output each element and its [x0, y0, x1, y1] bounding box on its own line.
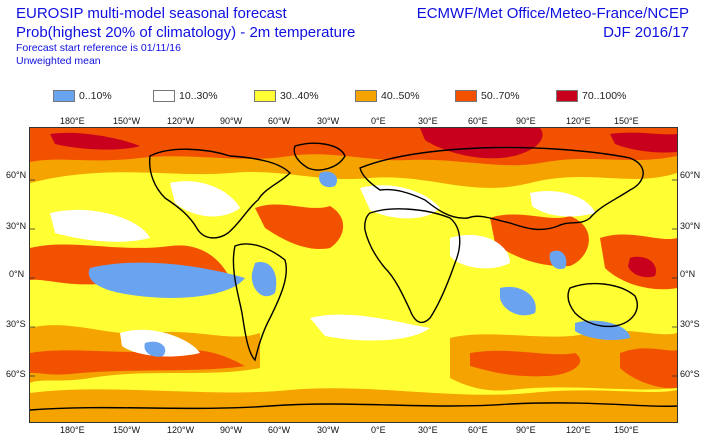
- field-area: [530, 190, 595, 217]
- lat-tick-left: 60°S: [6, 369, 26, 379]
- lon-tick-bottom: 120°E: [566, 425, 591, 435]
- legend-label: 10..30%: [179, 90, 218, 102]
- lon-tick-bottom: 150°W: [113, 425, 141, 435]
- field-area: [170, 181, 240, 217]
- field-area: [549, 250, 567, 270]
- lon-tick-top: 150°W: [113, 116, 141, 126]
- lat-tick-left: 30°N: [6, 221, 27, 231]
- coast-australia: [567, 282, 638, 328]
- field-area: [490, 214, 589, 267]
- coast-greenland: [293, 142, 346, 171]
- lon-tick-bottom: 180°E: [60, 425, 85, 435]
- coast-antarctica: [29, 402, 678, 411]
- legend-item: 0..10%: [53, 88, 112, 104]
- legend-label: 40..50%: [381, 90, 420, 102]
- weighting-note: Unweighted mean: [16, 55, 101, 67]
- legend-item: 10..30%: [153, 88, 218, 104]
- field-area: [255, 204, 344, 249]
- lon-tick-top: 60°W: [268, 116, 291, 126]
- lon-tick-bottom: 60°W: [268, 425, 291, 435]
- legend-swatch: [355, 90, 377, 102]
- lon-tick-top: 120°W: [167, 116, 195, 126]
- lon-tick-top: 120°E: [566, 116, 591, 126]
- map-svg: [29, 128, 678, 422]
- centres-label: ECMWF/Met Office/Meteo-France/NCEP: [416, 5, 689, 22]
- lon-tick-top: 60°E: [468, 116, 488, 126]
- field-area: [470, 350, 581, 377]
- legend-swatch: [556, 90, 578, 102]
- legend-swatch: [455, 90, 477, 102]
- legend-swatch: [254, 90, 276, 102]
- coast-south-america: [232, 243, 287, 362]
- field-area: [310, 314, 430, 341]
- field-area: [30, 349, 245, 375]
- lon-tick-bottom: 90°E: [516, 425, 536, 435]
- field-area: [319, 171, 338, 188]
- lon-tick-top: 30°W: [317, 116, 340, 126]
- field-area: [420, 128, 543, 159]
- lon-tick-bottom: 120°W: [167, 425, 195, 435]
- lon-tick-top: 90°W: [220, 116, 243, 126]
- legend-item: 50..70%: [455, 88, 520, 104]
- coast-north-america: [148, 148, 291, 239]
- field-area: [610, 132, 677, 153]
- legend-label: 0..10%: [79, 90, 112, 102]
- map-subtitle: Prob(highest 20% of climatology) - 2m te…: [16, 24, 356, 41]
- lon-tick-top: 0°E: [371, 116, 386, 126]
- lat-tick-right: 60°N: [680, 170, 701, 180]
- field-area: [450, 234, 510, 269]
- season-label: DJF 2016/17: [603, 24, 689, 41]
- field-area: [144, 341, 166, 357]
- legend-item: 70..100%: [556, 88, 626, 104]
- lon-tick-bottom: 0°E: [371, 425, 386, 435]
- lon-tick-bottom: 150°E: [614, 425, 639, 435]
- forecast-map[interactable]: [29, 127, 678, 423]
- field-area: [120, 329, 200, 357]
- coastlines: [29, 142, 678, 411]
- title-block: EUROSIP multi-model seasonal forecast Pr…: [16, 4, 355, 68]
- field-area: [88, 262, 245, 298]
- field-area: [50, 209, 150, 242]
- lat-tick-left: 0°N: [9, 269, 25, 279]
- field-area: [500, 286, 536, 316]
- lon-tick-bottom: 60°E: [468, 425, 488, 435]
- legend-item: 30..40%: [254, 88, 319, 104]
- lon-tick-top: 180°E: [60, 116, 85, 126]
- frame-ticks: [30, 179, 677, 377]
- legend-label: 70..100%: [582, 90, 627, 102]
- coast-africa: [364, 208, 461, 324]
- legend-swatch: [153, 90, 175, 102]
- lon-tick-bottom: 90°W: [220, 425, 243, 435]
- lon-tick-top: 30°E: [418, 116, 438, 126]
- field-area: [620, 348, 677, 389]
- field-area: [628, 256, 656, 278]
- lat-tick-right: 0°N: [680, 269, 696, 279]
- lat-tick-right: 60°S: [680, 369, 700, 379]
- legend-swatch: [53, 90, 75, 102]
- lat-tick-right: 30°S: [680, 319, 700, 329]
- field-area: [50, 132, 140, 150]
- lon-tick-top: 150°E: [614, 116, 639, 126]
- map-title: EUROSIP multi-model seasonal forecast: [16, 5, 287, 22]
- field-area: [30, 388, 677, 422]
- coast-eurasia: [359, 146, 644, 231]
- legend-item: 40..50%: [355, 88, 420, 104]
- lat-tick-left: 60°N: [6, 170, 27, 180]
- lat-tick-left: 30°S: [6, 319, 26, 329]
- lon-tick-top: 90°E: [516, 116, 536, 126]
- legend-label: 30..40%: [280, 90, 319, 102]
- lon-tick-bottom: 30°E: [418, 425, 438, 435]
- legend-label: 50..70%: [481, 90, 520, 102]
- start-reference: Forecast start reference is 01/11/16: [16, 42, 181, 54]
- legend: 0..10% 10..30% 30..40% 40..50% 50..70% 7…: [0, 88, 705, 104]
- field-area: [251, 262, 277, 297]
- lon-tick-bottom: 30°W: [317, 425, 340, 435]
- title-right-block: ECMWF/Met Office/Meteo-France/NCEP DJF 2…: [417, 4, 689, 42]
- lat-tick-right: 30°N: [680, 221, 701, 231]
